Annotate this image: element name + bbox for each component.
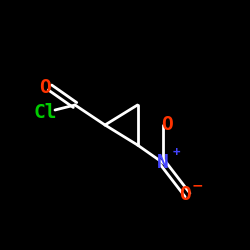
Text: +: + [172, 146, 180, 159]
Text: O: O [179, 186, 191, 204]
Text: N: N [156, 153, 168, 172]
Text: O: O [162, 116, 173, 134]
Text: Cl: Cl [33, 103, 57, 122]
Text: O: O [39, 78, 51, 97]
Text: −: − [192, 178, 203, 192]
